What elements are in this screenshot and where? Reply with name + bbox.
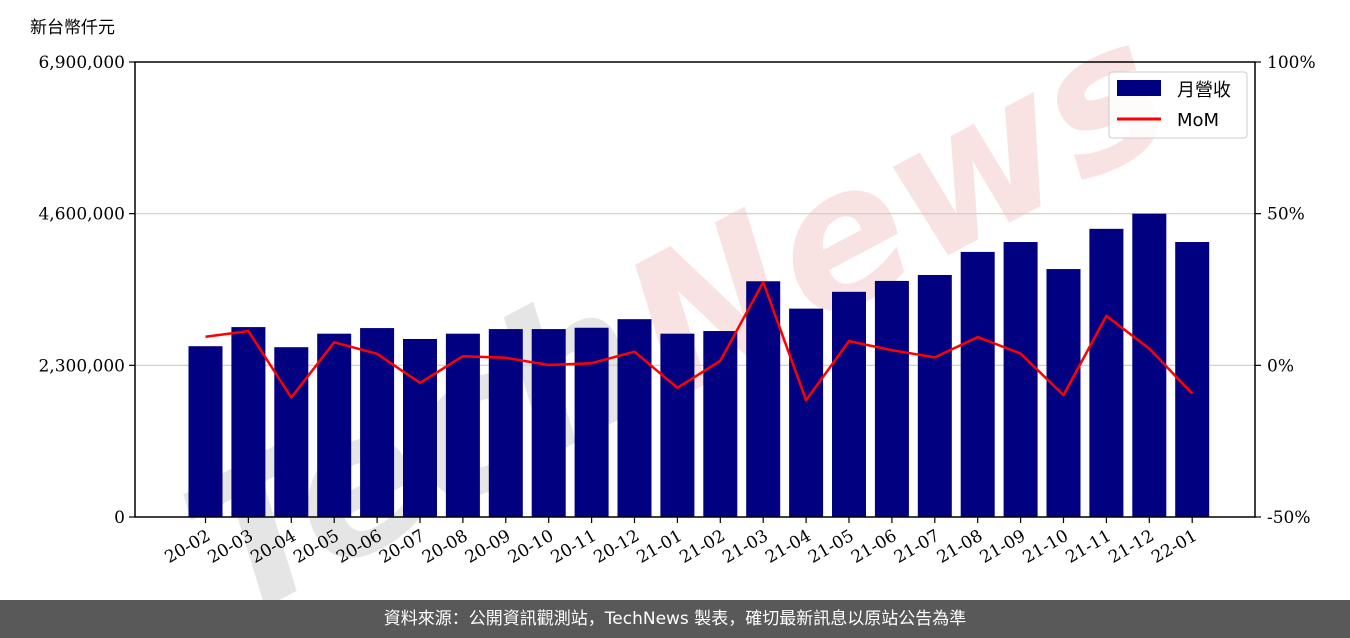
x-tick-label: 22-01 (1148, 526, 1200, 568)
right-tick-label: -50% (1267, 508, 1311, 528)
bar-21-05 (832, 291, 866, 517)
bar-21-11 (1089, 228, 1124, 518)
right-tick-label: 100% (1267, 53, 1316, 73)
bar-20-03 (231, 327, 266, 517)
revenue-chart: Tech News 新台幣仟元 02,300,0004,600,0006,900… (30, 0, 1316, 600)
bar-21-07 (917, 274, 952, 517)
bar-20-05 (317, 333, 352, 517)
left-tick-label: 4,600,000 (38, 205, 125, 225)
bar-20-08 (445, 333, 480, 517)
bar-20-02 (188, 346, 223, 517)
legend-swatch-revenue (1117, 80, 1161, 96)
right-tick-label: 50% (1267, 205, 1305, 225)
left-axis: 0 2,300,000 4,600,000 6,900,000 (38, 53, 135, 528)
x-tick-label: 21-01 (633, 526, 685, 568)
bar-20-10 (531, 329, 566, 517)
bar-20-12 (617, 319, 652, 517)
plot-frame (134, 61, 1256, 518)
x-tick-label: 21-10 (1020, 526, 1072, 568)
bar-21-08 (960, 251, 995, 518)
bar-22-01 (1175, 242, 1210, 518)
x-tick-label: 21-05 (805, 526, 857, 568)
x-tick-label: 21-09 (977, 526, 1029, 568)
x-tick-label: 21-07 (891, 526, 943, 568)
x-tick-label: 21-08 (934, 526, 986, 568)
source-footer: 資料來源：公開資訊觀測站，TechNews 製表，確切最新訊息以原站公告為準 (0, 600, 1350, 638)
x-tick-label: 21-03 (719, 526, 771, 568)
mom-line (205, 280, 1194, 402)
x-tick-label: 20-12 (591, 526, 643, 568)
unit-label: 新台幣仟元 (30, 18, 115, 38)
bar-21-06 (874, 280, 909, 517)
left-tick-label: 2,300,000 (38, 356, 125, 376)
legend-label-mom: MoM (1177, 110, 1219, 131)
bar-20-11 (574, 327, 609, 517)
x-tick-label: 21-11 (1062, 526, 1114, 568)
x-tick-label: 21-02 (676, 526, 728, 568)
right-tick-label: 0% (1267, 356, 1294, 376)
legend: 月營收 MoM (1108, 71, 1248, 139)
x-tick-label: 21-12 (1105, 526, 1157, 568)
bar-21-03 (746, 281, 781, 517)
bar-21-09 (1003, 242, 1038, 518)
bar-21-04 (789, 308, 824, 517)
bar-20-06 (360, 328, 395, 517)
x-tick-label: 21-04 (762, 526, 814, 568)
mom-line-layer (205, 280, 1194, 402)
bar-21-01 (660, 333, 695, 517)
left-tick-label: 6,900,000 (38, 53, 125, 73)
bar-20-04 (274, 347, 309, 517)
x-tick-label: 21-06 (848, 526, 900, 568)
left-tick-label: 0 (114, 508, 125, 528)
bars (188, 213, 1210, 518)
legend-label-revenue: 月營收 (1177, 80, 1231, 101)
bar-20-07 (403, 338, 437, 517)
x-tick-label: 20-11 (548, 526, 600, 568)
right-axis: -50% 0% 50% 100% (1255, 53, 1316, 528)
bar-21-12 (1132, 213, 1167, 517)
x-tick-label: 20-10 (505, 526, 557, 568)
